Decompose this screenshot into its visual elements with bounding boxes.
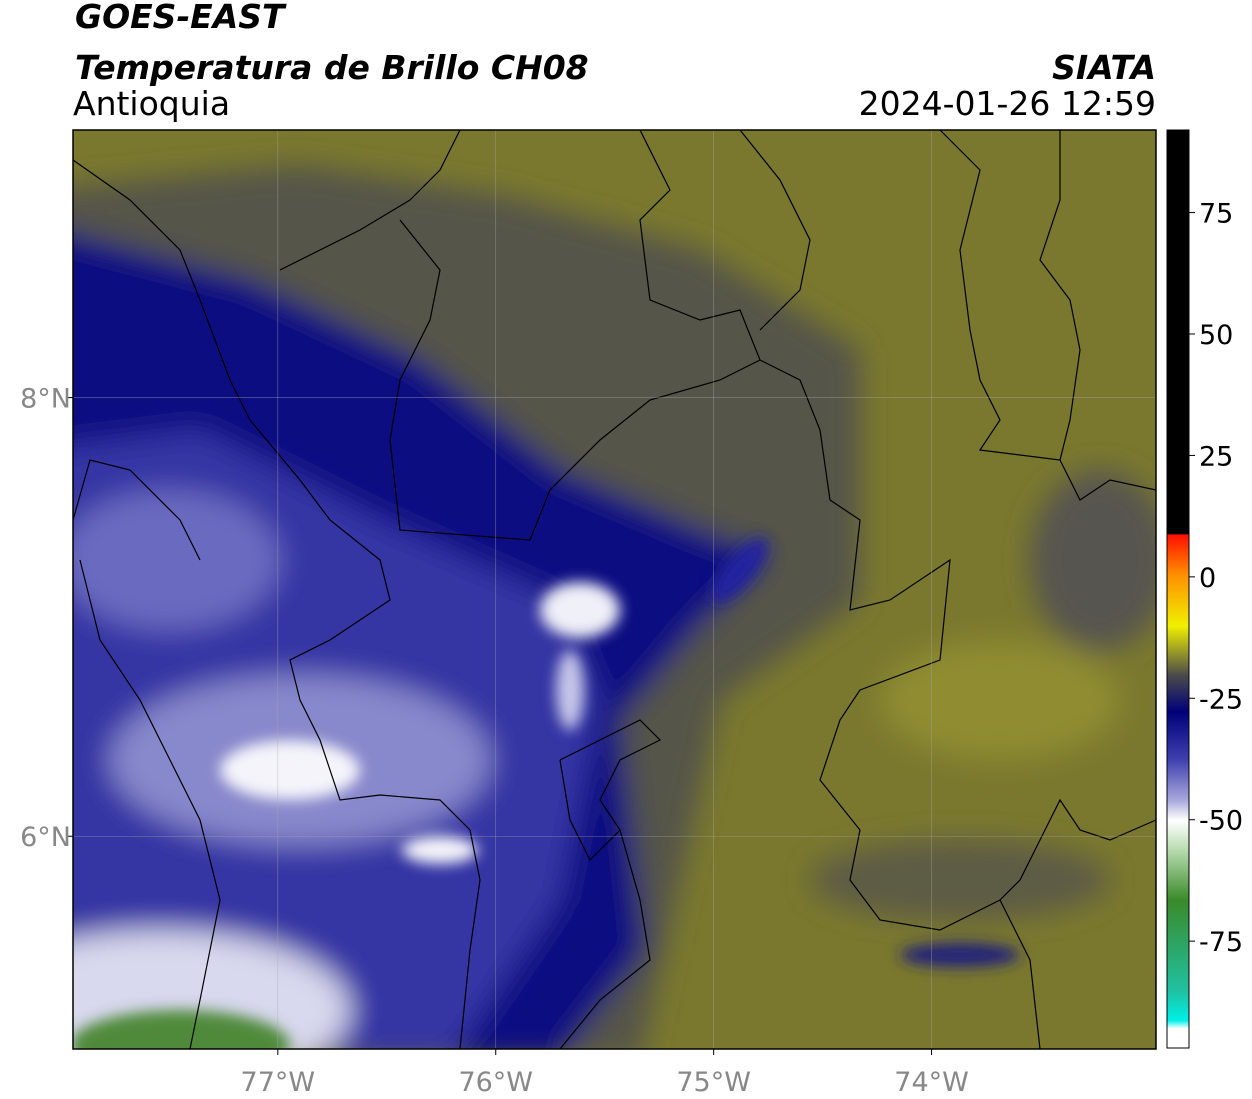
x-tick-label: 77°W xyxy=(241,1067,316,1098)
colorbar-tick-label: 0 xyxy=(1199,563,1216,594)
satellite-image xyxy=(73,130,1156,1049)
x-tick-label: 74°W xyxy=(894,1067,969,1098)
region: Antioquia xyxy=(73,84,230,123)
title: GOES-EAST xyxy=(75,0,287,36)
graticule xyxy=(73,130,1156,1049)
colorbar-tick-label: 50 xyxy=(1199,320,1233,351)
x-tick-label: 76°W xyxy=(458,1067,533,1098)
borders xyxy=(73,130,1156,1049)
colorbar-tick-label: -50 xyxy=(1199,806,1243,837)
y-tick-label: 6°N xyxy=(20,822,71,853)
colorbar-tick-label: -25 xyxy=(1199,684,1243,715)
datetime: 2024-01-26 12:59 xyxy=(859,84,1156,123)
map-frame xyxy=(72,129,1157,1050)
colorbar-tick-label: 75 xyxy=(1199,199,1233,230)
x-tick-label: 75°W xyxy=(676,1067,751,1098)
y-tick-label: 8°N xyxy=(20,384,71,415)
source: SIATA xyxy=(1052,48,1156,87)
colorbar-tick-label: 25 xyxy=(1199,441,1233,472)
colorbar-tick-label: -75 xyxy=(1199,927,1243,958)
subtitle: Temperatura de Brillo CH08 xyxy=(75,48,589,87)
colorbar xyxy=(1166,129,1190,1049)
